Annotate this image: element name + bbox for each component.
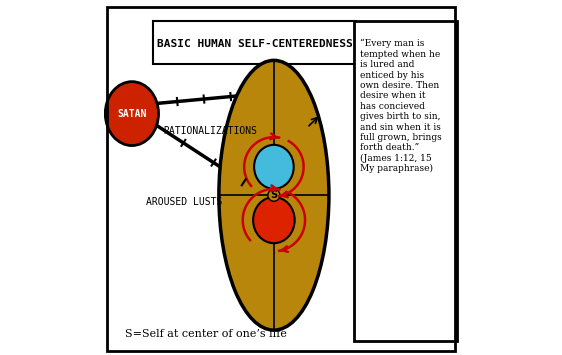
Text: S=Self at center of one’s life: S=Self at center of one’s life	[125, 329, 287, 339]
Ellipse shape	[254, 145, 294, 189]
Text: BASIC HUMAN SELF-CENTEREDNESS: BASIC HUMAN SELF-CENTEREDNESS	[156, 39, 352, 49]
Text: SATAN: SATAN	[117, 109, 147, 119]
Text: S: S	[270, 190, 278, 200]
Text: RATIONALIZATIONS: RATIONALIZATIONS	[163, 126, 257, 136]
FancyBboxPatch shape	[153, 21, 356, 64]
Ellipse shape	[219, 60, 329, 330]
FancyBboxPatch shape	[353, 21, 457, 341]
Text: “Every man is
tempted when he
is lured and
enticed by his
own desire. Then
desir: “Every man is tempted when he is lured a…	[360, 39, 442, 174]
Ellipse shape	[105, 82, 158, 146]
Text: AROUSED LUSTS: AROUSED LUSTS	[146, 197, 223, 207]
Ellipse shape	[253, 197, 294, 243]
